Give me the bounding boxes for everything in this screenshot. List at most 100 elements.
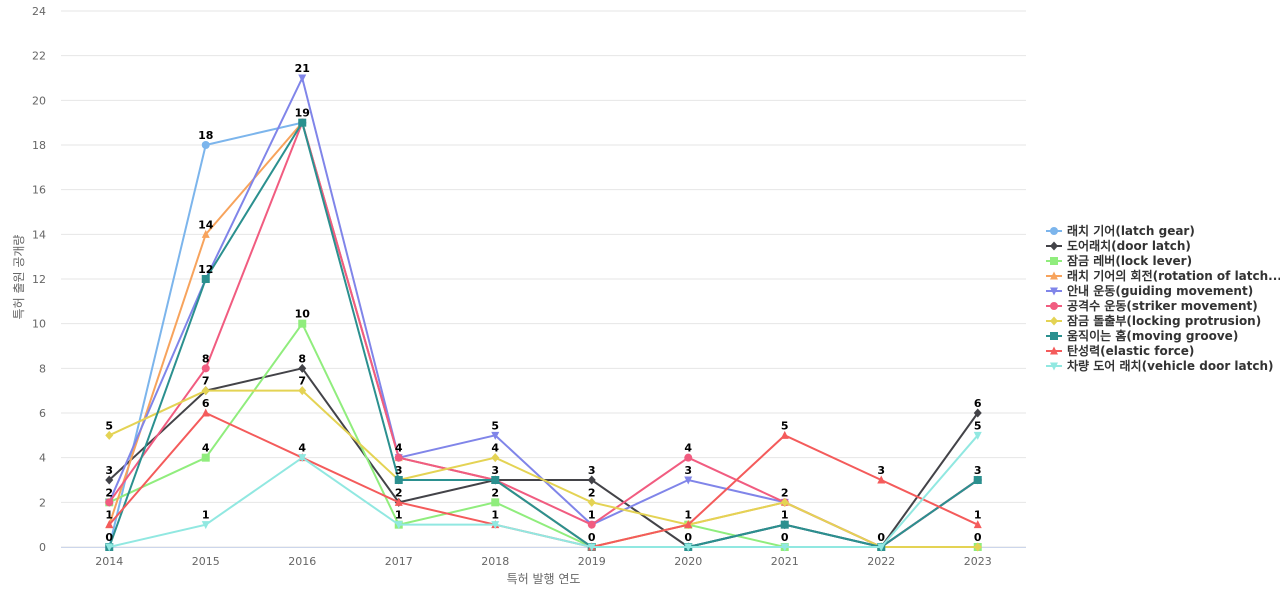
data-point[interactable]	[973, 431, 982, 440]
data-point[interactable]	[201, 275, 210, 283]
data-label: 0	[781, 531, 789, 544]
legend-marker[interactable]	[1050, 332, 1058, 340]
data-point[interactable]	[201, 386, 210, 396]
series-line[interactable]	[108, 389, 978, 548]
data-label: 5	[105, 419, 113, 432]
data-point[interactable]	[780, 497, 789, 507]
data-point[interactable]	[587, 475, 596, 485]
data-point[interactable]	[587, 497, 596, 507]
data-point[interactable]	[201, 141, 210, 149]
data-point[interactable]	[491, 453, 500, 463]
data-label: 5	[491, 419, 499, 432]
data-point[interactable]	[973, 476, 982, 484]
data-point[interactable]	[298, 363, 307, 373]
data-label: 0	[877, 531, 885, 544]
data-point[interactable]	[780, 430, 789, 439]
data-point[interactable]	[394, 521, 403, 530]
legend-item[interactable]: 차량 도어 래치(vehicle door latch)	[1046, 358, 1274, 373]
data-point[interactable]	[105, 520, 114, 529]
series-4	[105, 118, 982, 551]
data-point[interactable]	[201, 453, 210, 462]
data-point[interactable]	[684, 453, 693, 462]
legend: 래치 기어(latch gear)도어래치(door latch)잠금 레버(l…	[1046, 223, 1280, 373]
series-10	[105, 431, 982, 552]
y-tick-label: 8	[39, 362, 46, 375]
legend-marker[interactable]	[1050, 316, 1058, 326]
data-label: 1	[588, 509, 596, 522]
legend-marker[interactable]	[1050, 362, 1058, 371]
legend-marker[interactable]	[1050, 227, 1058, 235]
legend-item[interactable]: 안내 운동(guiding movement)	[1046, 283, 1253, 298]
data-point[interactable]	[684, 476, 693, 485]
data-point[interactable]	[298, 118, 307, 127]
legend-marker[interactable]	[1050, 302, 1058, 310]
legend-marker[interactable]	[1050, 346, 1058, 355]
data-point[interactable]	[298, 386, 307, 396]
legend-item[interactable]: 탄성력(elastic force)	[1046, 343, 1194, 358]
legend-item[interactable]: 움직이는 홈(moving groove)	[1046, 328, 1238, 343]
legend-item[interactable]: 래치 기어의 회전(rotation of latch...	[1046, 268, 1280, 283]
data-point[interactable]	[973, 520, 982, 529]
data-point[interactable]	[105, 475, 114, 485]
data-point[interactable]	[973, 542, 982, 552]
data-point[interactable]	[201, 408, 210, 417]
y-tick-label: 10	[32, 318, 46, 331]
data-point[interactable]	[491, 431, 500, 440]
data-point[interactable]	[587, 520, 596, 529]
data-label: 1	[105, 509, 113, 522]
data-point[interactable]	[394, 453, 403, 462]
data-label: 0	[684, 531, 692, 544]
y-tick-label: 0	[39, 541, 46, 554]
legend-item[interactable]: 도어래치(door latch)	[1046, 238, 1191, 253]
data-point[interactable]	[201, 229, 210, 238]
data-point[interactable]	[491, 498, 500, 507]
series-line[interactable]	[108, 119, 979, 549]
data-point[interactable]	[298, 319, 307, 328]
data-point[interactable]	[684, 520, 693, 529]
y-tick-label: 24	[32, 5, 46, 18]
x-tick-label: 2023	[964, 555, 992, 568]
series-line[interactable]	[108, 121, 979, 549]
legend-marker[interactable]	[1050, 287, 1058, 296]
legend-marker[interactable]	[1050, 271, 1058, 280]
data-point[interactable]	[877, 475, 886, 484]
data-label: 1	[491, 509, 499, 522]
series-line[interactable]	[108, 75, 979, 549]
data-label: 0	[105, 531, 113, 544]
legend-label: 잠금 돌출부(locking protrusion)	[1067, 313, 1261, 328]
data-point[interactable]	[105, 543, 114, 552]
data-label: 3	[974, 464, 982, 477]
legend-item[interactable]: 잠금 레버(lock lever)	[1046, 253, 1192, 268]
data-point[interactable]	[587, 543, 596, 552]
legend-marker[interactable]	[1050, 257, 1058, 265]
data-point[interactable]	[491, 476, 500, 484]
data-point[interactable]	[394, 497, 403, 506]
data-point[interactable]	[394, 476, 403, 484]
data-point[interactable]	[201, 364, 210, 373]
data-point[interactable]	[684, 543, 693, 552]
data-label: 4	[202, 442, 210, 455]
x-tick-label: 2020	[674, 555, 702, 568]
data-label: 0	[974, 531, 982, 544]
legend-marker[interactable]	[1050, 241, 1058, 251]
legend-item[interactable]: 래치 기어(latch gear)	[1046, 223, 1195, 238]
y-tick-label: 18	[32, 139, 46, 152]
data-point[interactable]	[780, 520, 789, 529]
data-point[interactable]	[298, 454, 307, 463]
data-label: 8	[298, 352, 306, 365]
series-line[interactable]	[108, 120, 979, 549]
legend-item[interactable]: 공격수 운동(striker movement)	[1046, 298, 1258, 313]
data-point[interactable]	[973, 408, 982, 418]
data-point[interactable]	[298, 74, 307, 83]
legend-label: 움직이는 홈(moving groove)	[1067, 328, 1238, 343]
legend-label: 잠금 레버(lock lever)	[1067, 253, 1192, 268]
series-line[interactable]	[109, 434, 979, 548]
data-point[interactable]	[201, 521, 210, 530]
data-point[interactable]	[780, 543, 789, 552]
data-point[interactable]	[105, 430, 114, 440]
legend-item[interactable]: 잠금 돌출부(locking protrusion)	[1046, 313, 1261, 328]
data-point[interactable]	[877, 543, 886, 552]
series-line[interactable]	[108, 120, 979, 549]
data-point[interactable]	[491, 521, 500, 530]
data-point[interactable]	[105, 498, 114, 507]
